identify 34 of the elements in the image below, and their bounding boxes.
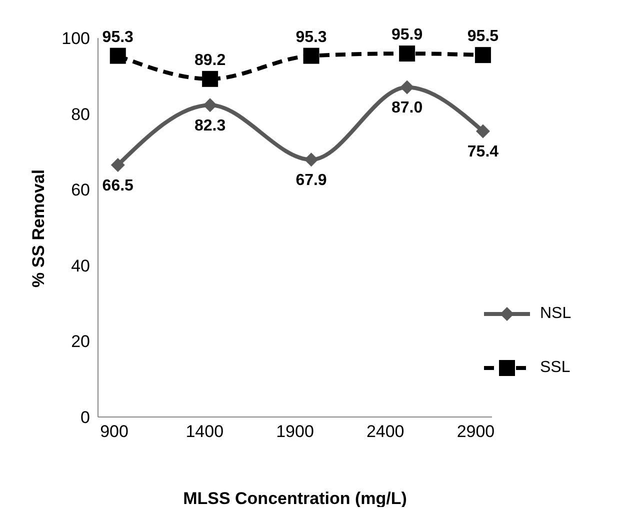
point xyxy=(303,48,320,64)
legend-label: SSL xyxy=(540,359,570,377)
point xyxy=(476,124,490,138)
data-label: 82.3 xyxy=(194,117,226,134)
point xyxy=(399,46,416,62)
point xyxy=(203,98,218,112)
point xyxy=(202,70,218,87)
x-tick-label: 900 xyxy=(100,422,128,442)
x-tick-label: 1400 xyxy=(186,422,224,442)
data-label: 95.3 xyxy=(296,28,327,46)
data-label: 87.0 xyxy=(391,100,423,117)
data-label: 95.9 xyxy=(391,26,423,44)
point xyxy=(110,158,125,172)
y-tick-label: 80 xyxy=(71,104,90,124)
y-tick-label: 20 xyxy=(71,332,90,352)
y-tick-label: 40 xyxy=(71,256,90,276)
y-tick-label: 100 xyxy=(62,29,90,48)
data-label: 95.5 xyxy=(467,28,499,46)
data-label: 89.2 xyxy=(194,52,226,69)
data-label: 67.9 xyxy=(296,172,327,190)
point xyxy=(400,80,414,94)
data-label: 66.5 xyxy=(102,177,134,194)
y-tick-label: 60 xyxy=(71,180,90,200)
y-axis-title: % SS Removal xyxy=(29,169,48,288)
x-tick-label: 2400 xyxy=(366,422,404,442)
x-tick-label: 1900 xyxy=(276,422,314,442)
data-label: 75.4 xyxy=(467,144,499,161)
legend-label: NSL xyxy=(540,305,572,323)
point xyxy=(474,47,491,64)
data-label: 95.3 xyxy=(102,28,134,46)
x-tick-label: 2900 xyxy=(456,422,495,442)
point xyxy=(304,152,318,167)
y-tick-label: 0 xyxy=(80,408,90,428)
point xyxy=(110,48,126,64)
